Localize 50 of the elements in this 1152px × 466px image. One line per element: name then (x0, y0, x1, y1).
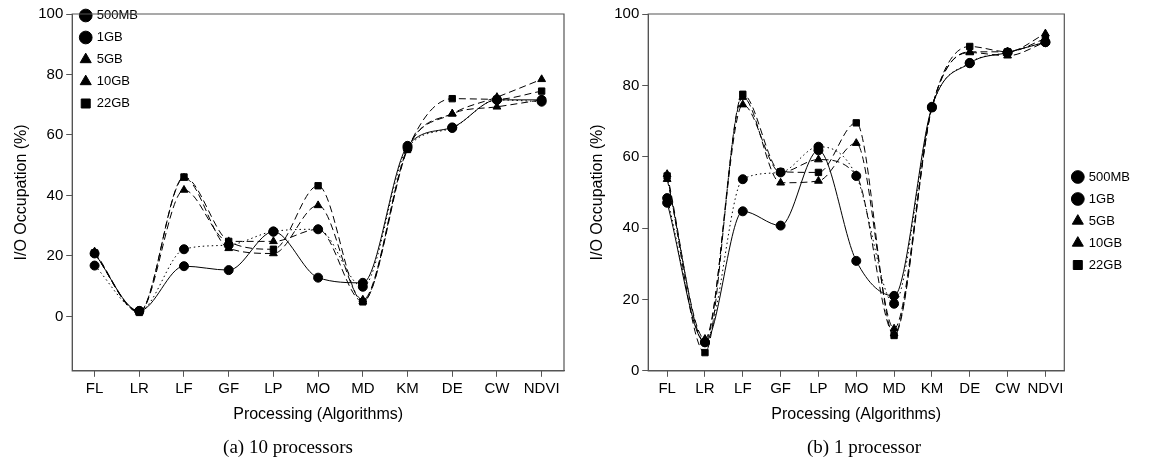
text: (b) 1 processor (806, 436, 922, 458)
y-tick-label: 60 (622, 146, 640, 164)
x-tick-label: MO (844, 378, 869, 396)
x-tick-label: DE (441, 378, 463, 396)
y-tick-label: 0 (630, 360, 640, 378)
x-tick-label: GF (770, 378, 792, 396)
y-tick-label: 80 (46, 64, 64, 82)
y-axis-title: I/O Occupation (%) (12, 124, 30, 261)
x-tick-label: LF (734, 378, 752, 396)
legend-label: 5GB (96, 51, 123, 67)
x-tick-label: FL (658, 378, 676, 396)
y-axis-title: I/O Occupation (%) (588, 124, 606, 261)
legend-label: 22GB (96, 95, 130, 111)
x-tick-label: DE (959, 378, 981, 396)
legend-label: 1GB (96, 29, 123, 45)
x-tick-label: FL (85, 378, 104, 396)
legend-label: 5GB (1088, 212, 1115, 228)
y-tick-label: 0 (54, 306, 64, 324)
y-tick-label: 60 (46, 125, 64, 143)
x-tick-label: LP (264, 378, 283, 396)
x-tick-label: MO (306, 378, 331, 396)
legend-label: 10GB (96, 73, 130, 89)
x-tick-label: CW (995, 378, 1021, 396)
y-tick-label: 100 (614, 4, 640, 22)
y-tick-label: 20 (46, 246, 64, 264)
x-tick-label: GF (218, 378, 240, 396)
y-tick-label: 40 (622, 218, 640, 236)
legend-label: 1GB (1088, 190, 1115, 206)
x-tick-label: NDVI (523, 378, 560, 396)
text: (a) 10 processors (222, 436, 354, 458)
y-tick-label: 80 (622, 75, 640, 93)
legend-label: 10GB (1088, 234, 1123, 250)
x-axis-title: Processing (Algorithms) (233, 404, 404, 422)
x-tick-label: NDVI (1027, 378, 1064, 396)
x-tick-label: LR (129, 378, 150, 396)
x-axis-title: Processing (Algorithms) (771, 404, 942, 422)
x-tick-label: LF (175, 378, 193, 396)
y-tick-label: 100 (38, 4, 64, 22)
x-tick-label: CW (484, 378, 511, 396)
legend-label: 500MB (96, 7, 138, 23)
x-tick-label: KM (396, 378, 419, 396)
y-tick-label: 40 (46, 185, 64, 203)
x-tick-label: MD (351, 378, 375, 396)
x-tick-label: KM (920, 378, 944, 396)
legend-label: 500MB (1088, 168, 1131, 184)
y-tick-label: 20 (622, 289, 640, 307)
x-tick-label: LP (809, 378, 828, 396)
x-tick-label: MD (882, 378, 906, 396)
x-tick-label: LR (695, 378, 715, 396)
legend-label: 22GB (1088, 256, 1123, 272)
